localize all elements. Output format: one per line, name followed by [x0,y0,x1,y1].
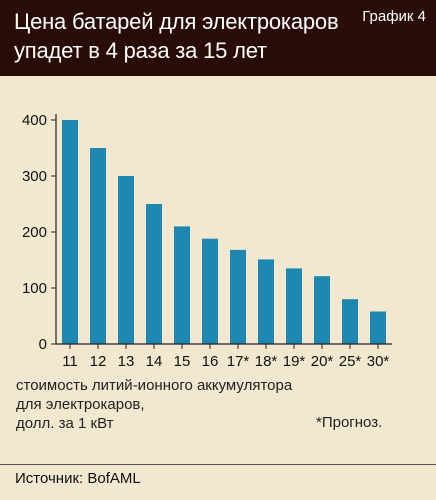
x-tick-label: 16 [202,353,219,370]
y-tick-label: 400 [22,112,47,129]
bar-15 [174,226,190,344]
x-tick-label: 12 [90,353,107,370]
chart-title-line-1: Цена батарей для электрокаров [14,9,339,34]
axis-caption-line-1: стоимость литий-ионного аккумулятора [16,377,293,394]
forecast-footnote: *Прогноз. [316,414,383,431]
source-note: Источник: BofAML [15,470,141,487]
x-tick-label: 25* [339,353,362,370]
bar-13 [118,176,134,344]
bar-18-forecast [258,259,274,344]
bar-11 [62,120,78,344]
axis-caption-line-3: долл. за 1 кВт [16,415,114,432]
bars-group [62,120,386,344]
x-tick-label: 13 [118,353,135,370]
bar-30-forecast [370,311,386,344]
bar-16 [202,238,218,344]
header-bar: Цена батарей для электрокаров упадет в 4… [0,0,436,76]
x-tick-label: 20* [311,353,334,370]
figure-label: График 4 [362,8,426,25]
chart-title: Цена батарей для электрокаров упадет в 4… [14,7,344,65]
y-axis-ticks: 0 100 200 300 400 [22,112,56,353]
x-tick-label: 19* [283,353,306,370]
bar-chart: 0 100 200 300 400 11 12 13 14 15 16 17* 18* 19* 20* 25… [22,112,392,370]
x-tick-label: 30* [367,353,390,370]
y-tick-label: 200 [22,224,47,241]
axis-caption-line-2: для электрокаров, [16,396,145,413]
bar-17-forecast [230,249,246,344]
x-tick-label: 18* [255,353,278,370]
y-tick-label: 100 [22,280,47,297]
divider [0,464,436,465]
x-axis-ticks: 11 12 13 14 15 16 17* 18* 19* 20* 25* 30* [62,344,389,370]
bar-12 [90,148,106,344]
axis-caption: стоимость литий-ионного аккумулятора для… [16,376,292,433]
y-tick-label: 0 [39,336,47,353]
x-tick-label: 15 [174,353,191,370]
y-tick-label: 300 [22,168,47,185]
chart-title-line-2: упадет в 4 раза за 15 лет [14,38,267,63]
x-tick-label: 11 [62,353,78,370]
bar-14 [146,204,162,344]
bar-25-forecast [342,299,358,344]
bar-20-forecast [314,276,330,344]
x-tick-label: 17* [227,353,250,370]
x-tick-label: 14 [146,353,163,370]
bar-19-forecast [286,268,302,344]
